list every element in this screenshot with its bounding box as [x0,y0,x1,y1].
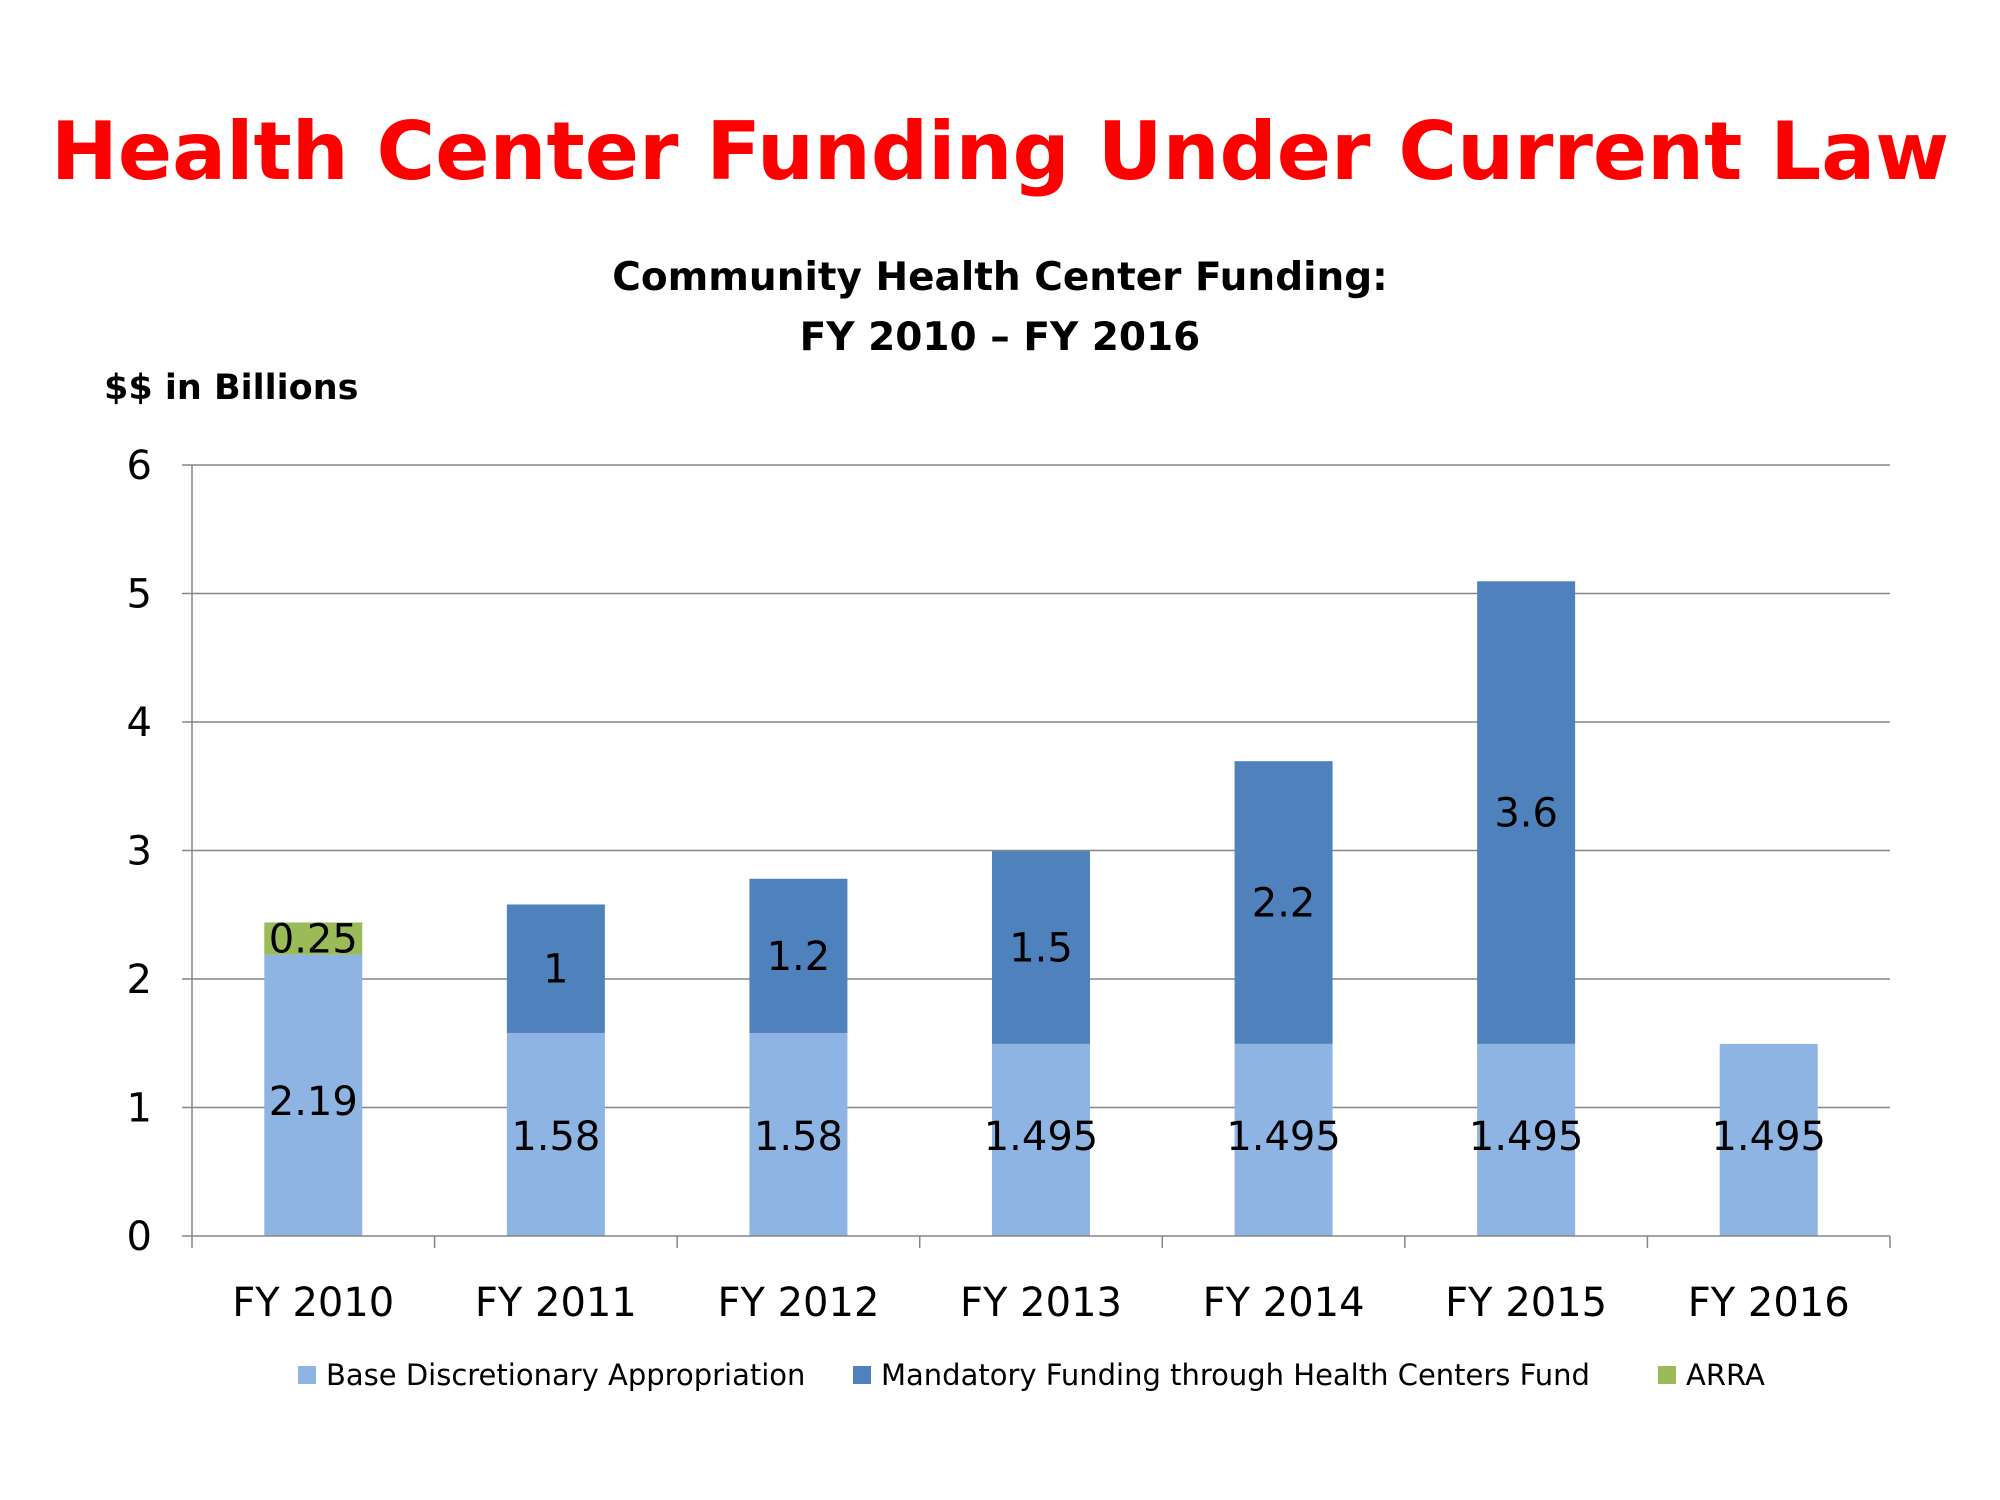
y-tick-label: 3 [127,829,152,875]
data-label: 1.495 [984,1114,1099,1160]
data-label: 1.495 [1226,1114,1341,1160]
bar-segment [264,954,363,1236]
bar-segment [1477,1043,1576,1236]
chart-title-line-1: Community Health Center Funding: [612,255,1388,300]
data-label: 1.58 [511,1114,600,1160]
bar-segment [749,1032,848,1236]
y-tick-label: 2 [127,957,152,1003]
bar-segment [506,904,605,1033]
x-tick-label: FY 2015 [1445,1280,1607,1326]
bar-segment [264,922,363,955]
chart-title: Community Health Center Funding: FY 2010… [0,248,2000,368]
data-label: 0.25 [269,917,358,963]
data-label: 1.58 [754,1114,843,1160]
data-label: 1.2 [767,934,831,980]
data-label: 2.2 [1252,881,1316,927]
bar-segment [1477,581,1576,1044]
x-tick-label: FY 2011 [475,1280,637,1326]
bar-segment [749,878,848,1033]
legend-label: ARRA [1686,1358,1765,1392]
data-label: 1 [543,947,568,993]
legend-item: Mandatory Funding through Health Centers… [853,1355,1590,1395]
bar-segment [1234,761,1333,1044]
x-tick-label: FY 2010 [232,1280,394,1326]
x-tick-label: FY 2012 [717,1280,879,1326]
data-label: 1.495 [1469,1114,1584,1160]
legend-label: Base Discretionary Appropriation [326,1358,806,1392]
legend-item: ARRA [1658,1355,1765,1395]
bar-segment [992,1043,1090,1236]
y-tick-label: 5 [127,572,152,618]
y-tick-label: 4 [127,700,152,746]
legend-swatch [298,1366,316,1384]
legend-swatch [1658,1366,1676,1384]
bar-segment [992,851,1090,1044]
legend-item: Base Discretionary Appropriation [298,1355,805,1395]
legend-label: Mandatory Funding through Health Centers… [881,1358,1590,1392]
bar-segment [1234,1043,1333,1236]
slide-title: Health Center Funding Under Current Law [50,105,1950,198]
data-label: 1.495 [1711,1114,1826,1160]
data-label: 2.19 [269,1079,358,1125]
y-tick-label: 1 [127,1086,152,1132]
data-label: 1.5 [1009,926,1073,972]
y-axis-label: $$ in Billions [104,368,359,408]
bar-segment [506,1032,605,1236]
data-label: 3.6 [1494,791,1558,837]
bar-segment [1719,1043,1818,1236]
chart-title-line-2: FY 2010 – FY 2016 [799,315,1201,360]
y-tick-label: 6 [127,443,152,489]
y-tick-label: 0 [127,1214,152,1260]
x-tick-label: FY 2014 [1203,1280,1365,1326]
x-tick-label: FY 2016 [1688,1280,1850,1326]
legend-swatch [853,1366,871,1384]
chart-legend: Base Discretionary Appropriation Mandator… [0,1355,2000,1395]
x-tick-label: FY 2013 [960,1280,1122,1326]
